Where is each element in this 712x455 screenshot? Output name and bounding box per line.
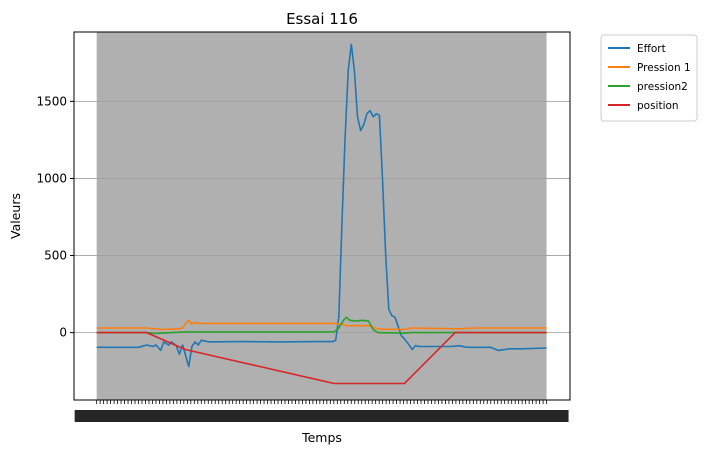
y-tick-label: 500 (44, 249, 67, 263)
legend: Effort Pression 1 pression2 position (600, 34, 698, 122)
legend-box (600, 34, 698, 122)
y-tick-label: 0 (59, 326, 67, 340)
x-tick-labels-overlap (74, 410, 569, 422)
axes-frame (73, 31, 571, 401)
y-tick-label: 1500 (36, 94, 67, 108)
legend-label: position (637, 100, 679, 112)
legend-label: Effort (637, 43, 666, 55)
series-line-2 (96, 316, 547, 335)
series-line-3 (96, 331, 547, 385)
legend-label: pression2 (637, 81, 688, 93)
y-axis-ticks: 0 500 1000 1500 (36, 94, 74, 340)
y-tick-label: 1000 (36, 171, 67, 185)
x-axis-label: Temps (301, 430, 342, 445)
series-lines (96, 43, 547, 385)
legend-label: Pression 1 (637, 62, 691, 74)
x-axis-ticks (74, 400, 569, 422)
shaded-region (96, 32, 547, 400)
y-axis-label: Valeurs (8, 193, 23, 239)
chart-title: Essai 116 (286, 10, 358, 28)
series-line-0 (96, 43, 547, 368)
series-line-1 (96, 319, 547, 331)
